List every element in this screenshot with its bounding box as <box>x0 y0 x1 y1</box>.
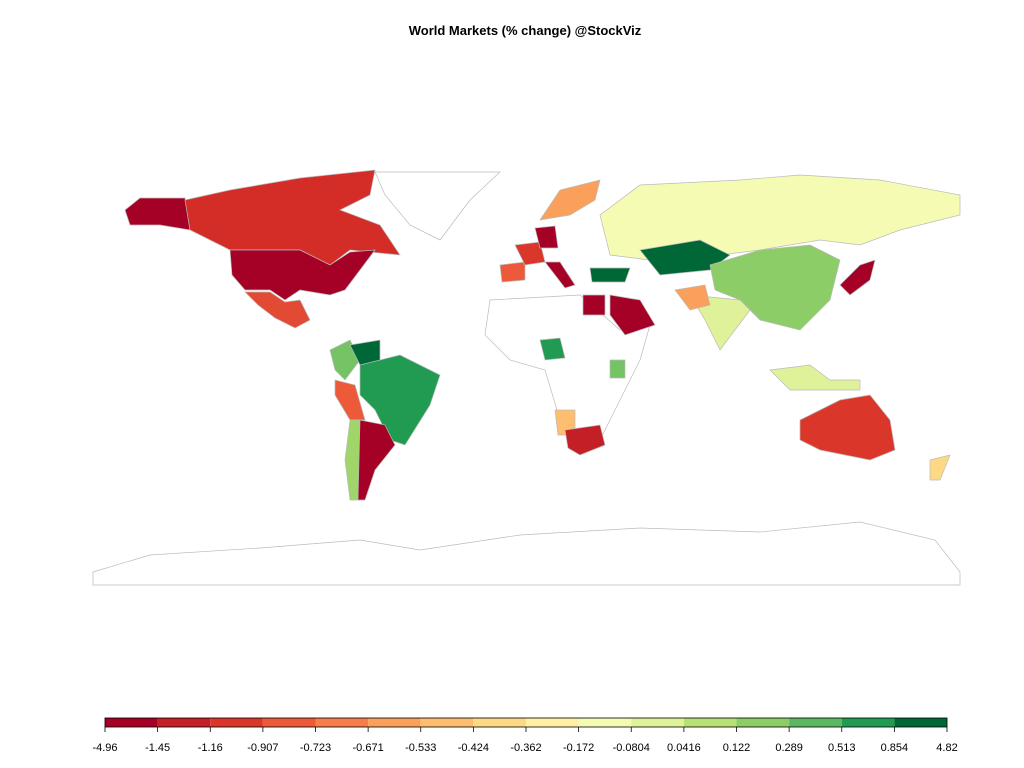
legend-tick-label: 4.82 <box>936 742 957 754</box>
map-title: World Markets (% change) @StockViz <box>409 23 642 38</box>
italy <box>544 261 576 289</box>
legend-tick-label: 0.289 <box>775 742 803 754</box>
legend-tick-label: -0.362 <box>510 742 541 754</box>
legend-tick-label: -1.45 <box>145 742 170 754</box>
australia <box>799 394 896 461</box>
legend-tick-label: 0.854 <box>881 742 909 754</box>
nigeria <box>539 337 566 361</box>
new-zealand <box>929 454 951 481</box>
indonesia <box>769 364 861 391</box>
legend-bin <box>420 718 474 727</box>
russia <box>599 174 961 261</box>
legend-bin <box>841 718 895 727</box>
kenya <box>609 359 626 379</box>
legend-tick-label: -0.424 <box>458 742 489 754</box>
mexico <box>244 291 311 329</box>
south-africa <box>564 424 606 456</box>
india <box>689 294 751 351</box>
saudi-arabia <box>609 294 656 336</box>
legend-tick-label: -0.671 <box>353 742 384 754</box>
legend-bin <box>683 718 737 727</box>
china <box>709 244 841 331</box>
argentina <box>357 419 396 501</box>
scandinavia <box>539 179 601 221</box>
brazil <box>359 354 441 446</box>
legend-bin <box>789 718 842 727</box>
antarctica <box>92 521 961 586</box>
pakistan <box>674 284 711 311</box>
legend-bin <box>210 718 263 727</box>
legend-tick-label: -0.172 <box>563 742 594 754</box>
legend-bin <box>105 718 158 727</box>
legend-bin <box>631 718 684 727</box>
legend-bin <box>526 718 579 727</box>
turkey <box>589 267 631 283</box>
legend-bin <box>157 718 211 727</box>
legend-tick-label: -0.907 <box>247 742 278 754</box>
world-map <box>92 169 961 586</box>
japan <box>839 259 876 296</box>
legend-bin <box>894 718 947 727</box>
egypt <box>582 294 606 316</box>
greenland <box>374 171 501 241</box>
legend-bin <box>315 718 369 727</box>
legend-bin <box>578 718 632 727</box>
legend-tick-label: -1.16 <box>198 742 223 754</box>
legend-tick-label: -0.723 <box>300 742 331 754</box>
legend-tick-label: -4.96 <box>92 742 117 754</box>
legend-bin <box>473 718 526 727</box>
spain <box>499 261 526 283</box>
legend-tick-label: 0.513 <box>828 742 856 754</box>
legend-bin <box>262 718 316 727</box>
color-legend: -4.96 -1.45 -1.16 -0.907 -0.723 -0.671 -0.533 -… <box>92 717 958 754</box>
chile <box>344 419 361 501</box>
legend-bin <box>736 718 790 727</box>
legend-tick-label: -0.533 <box>405 742 436 754</box>
legend-bin <box>368 718 421 727</box>
usa <box>229 249 376 301</box>
germany <box>534 225 559 249</box>
legend-tick-label: 0.122 <box>723 742 751 754</box>
legend-tick-label: 0.0416 <box>667 742 701 754</box>
alaska <box>124 197 191 231</box>
legend-tick-label: -0.0804 <box>613 742 650 754</box>
